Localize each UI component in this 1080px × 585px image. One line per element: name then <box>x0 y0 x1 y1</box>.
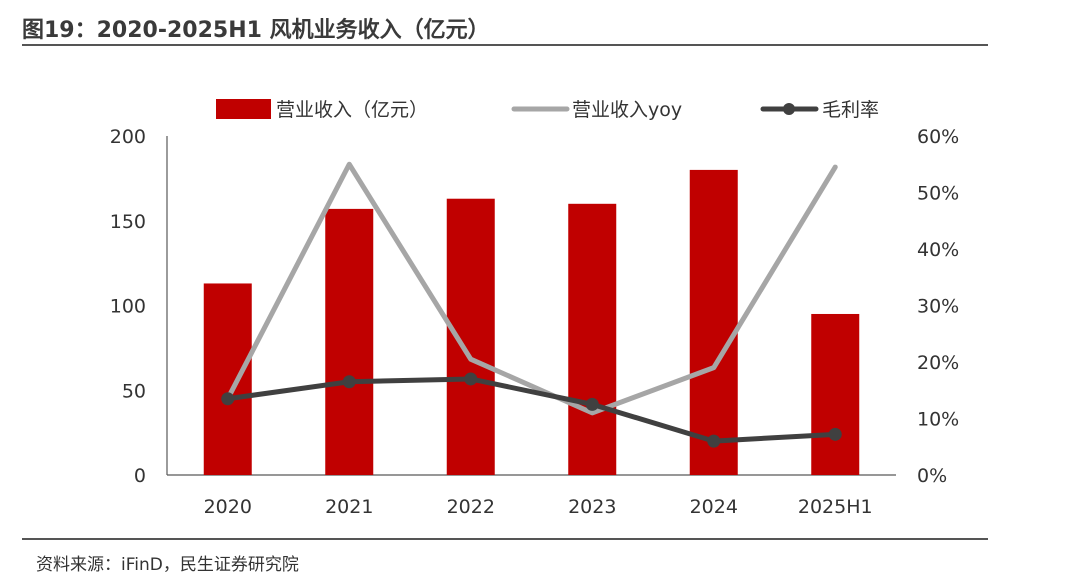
x-tick-label: 2025H1 <box>798 496 873 518</box>
legend: 营业收入（亿元） 营业收入yoy 毛利率 <box>216 99 879 121</box>
revenue-bar <box>689 169 738 475</box>
legend-label-revenue: 营业收入（亿元） <box>276 99 428 121</box>
source-rule <box>22 538 988 540</box>
margin-point <box>828 427 842 441</box>
left-tick-label: 200 <box>110 126 146 148</box>
source-note: 资料来源：iFinD，民生证券研究院 <box>36 555 299 575</box>
right-tick-label: 40% <box>917 239 959 261</box>
margin-point <box>342 375 356 389</box>
x-tick-label: 2020 <box>204 496 252 518</box>
right-tick-label: 20% <box>917 352 959 374</box>
left-tick-label: 150 <box>110 211 146 233</box>
revenue-bar <box>203 283 252 475</box>
legend-label-yoy: 营业收入yoy <box>572 99 682 121</box>
yoy-line <box>225 161 838 416</box>
revenue-bar <box>811 313 860 475</box>
margin-point <box>221 392 235 406</box>
revenue-bar <box>568 203 617 476</box>
x-tick-label: 2023 <box>568 496 616 518</box>
plot-area: 0 50 100 150 200 0% 10% 20% 30% 40% 50% 60% 2020 2021… <box>110 126 960 518</box>
left-tick-label: 0 <box>134 465 146 487</box>
right-tick-label: 10% <box>917 409 959 431</box>
right-tick-label: 50% <box>917 183 959 205</box>
margin-point <box>707 434 721 448</box>
margin-line <box>225 376 838 444</box>
legend-swatch-revenue <box>216 99 271 119</box>
margin-point <box>464 372 478 386</box>
right-tick-label: 0% <box>917 465 947 487</box>
left-tick-label: 100 <box>110 296 146 318</box>
figure-title: 图19：2020-2025H1 风机业务收入（亿元） <box>22 18 490 43</box>
x-tick-label: 2024 <box>690 496 738 518</box>
x-tick-label: 2022 <box>447 496 495 518</box>
right-tick-label: 60% <box>917 126 959 148</box>
margin-point <box>585 397 599 411</box>
revenue-bar <box>325 208 374 475</box>
legend-swatch-margin-marker <box>783 103 795 115</box>
title-rule <box>22 44 988 46</box>
right-tick-label: 30% <box>917 296 959 318</box>
left-tick-label: 50 <box>122 380 146 402</box>
legend-label-margin: 毛利率 <box>822 99 879 121</box>
x-tick-label: 2021 <box>325 496 373 518</box>
